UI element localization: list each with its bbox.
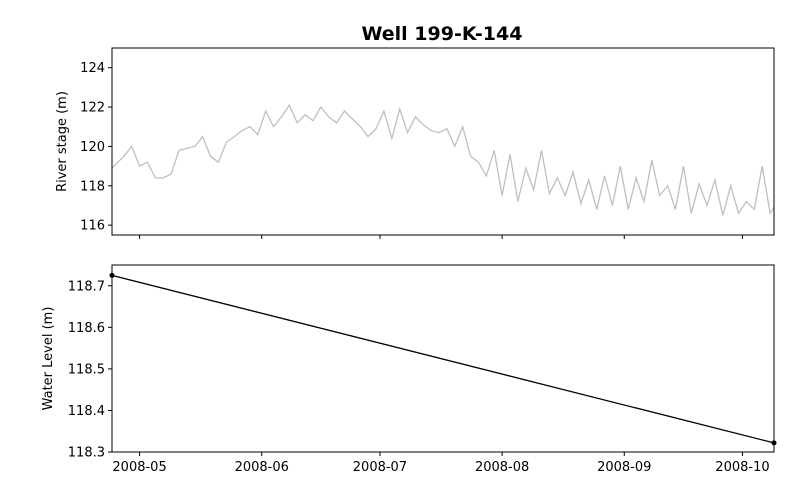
water-level-axis-label: Water Level (m) (41, 307, 56, 411)
y-tick-label: 116 (80, 219, 105, 234)
x-tick-label: 2008-08 (475, 460, 529, 475)
y-tick-label: 118.5 (68, 362, 105, 377)
chart-title: Well 199-K-144 (362, 23, 523, 45)
y-tick-label: 118.7 (68, 279, 105, 294)
river-stage-axes-frame (111, 47, 775, 236)
x-tick-label: 2008-05 (112, 460, 166, 475)
y-tick-label: 118 (80, 179, 105, 194)
x-tick-label: 2008-10 (715, 460, 769, 475)
water-level-axes-frame (111, 264, 775, 453)
y-tick-label: 122 (80, 101, 105, 116)
water-level-panel: 118.3 118.4 118.5 118.6 118.7 2008-05 2008-06… (41, 264, 777, 475)
water-level-series-line (111, 274, 775, 444)
river-stage-panel: 116 118 120 122 124 River stage (m) (55, 47, 775, 239)
river-stage-series-line (111, 103, 775, 216)
y-tick-label: 118.3 (68, 446, 105, 461)
y-tick-label: 120 (80, 140, 105, 155)
y-tick-label: 124 (80, 61, 105, 76)
y-tick-label: 118.4 (68, 404, 105, 419)
y-tick-label: 118.6 (68, 321, 105, 336)
x-tick-label: 2008-09 (597, 460, 651, 475)
x-tick-label: 2008-06 (235, 460, 289, 475)
river-stage-axis-label: River stage (m) (55, 91, 70, 192)
x-tick-label: 2008-07 (353, 460, 407, 475)
